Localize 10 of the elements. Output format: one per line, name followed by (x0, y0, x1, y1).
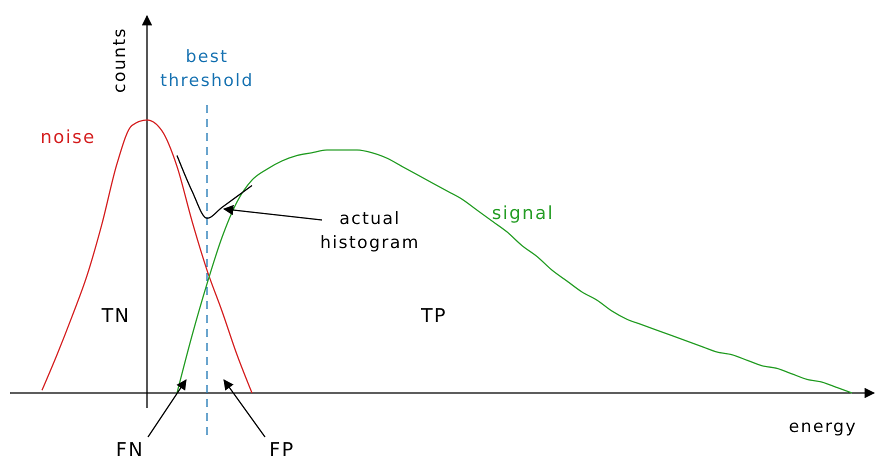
series-label: signal (492, 203, 554, 224)
annotation: TN (100, 305, 130, 327)
annotation: TP (420, 305, 448, 327)
text: FP (269, 439, 295, 461)
series-label: noise (40, 127, 96, 148)
x-axis-title: energy (788, 417, 857, 437)
text: FN (116, 439, 144, 461)
annotation: actual histogram (320, 209, 420, 253)
text: best threshold (160, 47, 254, 91)
y-axis-title: counts (110, 27, 130, 93)
